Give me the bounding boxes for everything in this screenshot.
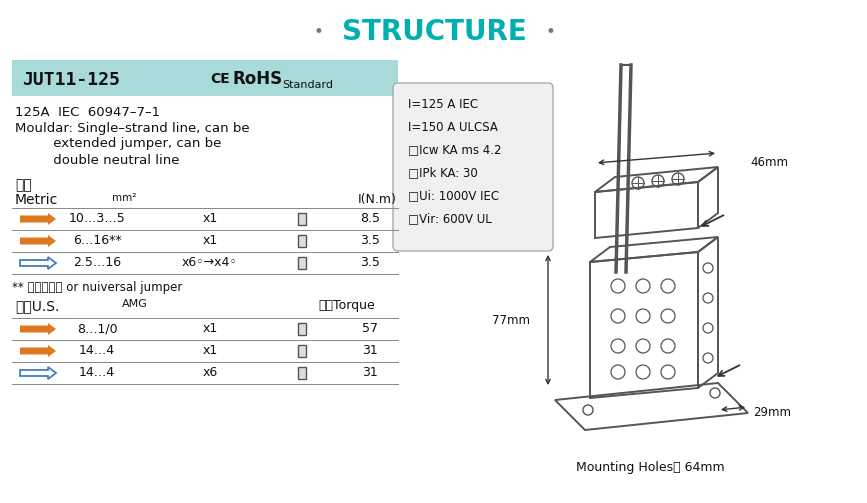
Text: 8…1/0: 8…1/0 — [76, 322, 117, 336]
FancyArrow shape — [20, 367, 56, 379]
Text: double neutral line: double neutral line — [15, 153, 179, 166]
Text: Mouldar: Single–strand line, can be: Mouldar: Single–strand line, can be — [15, 122, 250, 134]
Text: RoHS: RoHS — [233, 70, 284, 88]
Text: x1: x1 — [202, 345, 218, 358]
Text: 力矩Torque: 力矩Torque — [318, 299, 375, 312]
Text: 57: 57 — [362, 322, 378, 336]
Text: 10…3…5: 10…3…5 — [68, 212, 126, 225]
Text: AMG: AMG — [122, 299, 148, 309]
Text: 美规U.S.: 美规U.S. — [15, 299, 59, 313]
FancyArrow shape — [20, 213, 56, 225]
FancyArrow shape — [20, 345, 56, 357]
Text: 3.5: 3.5 — [360, 234, 380, 247]
Text: x1: x1 — [202, 234, 218, 247]
FancyArrow shape — [20, 257, 56, 269]
Bar — [298, 235, 306, 247]
Text: x6◦→x4◦: x6◦→x4◦ — [182, 257, 238, 270]
Text: CE: CE — [210, 72, 230, 86]
Text: extended jumper, can be: extended jumper, can be — [15, 137, 221, 150]
FancyBboxPatch shape — [12, 60, 398, 96]
Text: 46mm: 46mm — [750, 156, 788, 170]
Text: 公制: 公制 — [15, 178, 32, 192]
Text: □IPk KA: 30: □IPk KA: 30 — [408, 166, 478, 180]
Text: 14…4: 14…4 — [79, 345, 115, 358]
Text: 31: 31 — [362, 367, 378, 379]
Text: 77mm: 77mm — [492, 313, 530, 326]
Text: Metric: Metric — [15, 193, 58, 207]
Text: 31: 31 — [362, 345, 378, 358]
Text: x6: x6 — [202, 367, 218, 379]
Text: 6…16**: 6…16** — [73, 234, 121, 247]
Text: STRUCTURE: STRUCTURE — [342, 18, 526, 46]
Text: x1: x1 — [202, 322, 218, 336]
Bar — [298, 323, 306, 335]
Text: mm²: mm² — [112, 193, 136, 203]
Text: I=150 A ULCSA: I=150 A ULCSA — [408, 121, 498, 133]
Text: 2.5…16: 2.5…16 — [73, 257, 121, 270]
FancyArrow shape — [20, 323, 56, 335]
Text: ** 或通用跳线 or nuiversal jumper: ** 或通用跳线 or nuiversal jumper — [12, 282, 182, 294]
Text: Mounting Holes： 64mm: Mounting Holes： 64mm — [576, 461, 724, 474]
Text: Standard: Standard — [282, 80, 333, 90]
Bar — [298, 213, 306, 225]
FancyArrow shape — [20, 235, 56, 247]
Text: 3.5: 3.5 — [360, 257, 380, 270]
Bar — [298, 345, 306, 357]
Text: I=125 A IEC: I=125 A IEC — [408, 98, 478, 111]
Text: 8.5: 8.5 — [360, 212, 380, 225]
Text: 14…4: 14…4 — [79, 367, 115, 379]
Text: JUT11-125: JUT11-125 — [22, 71, 120, 89]
Text: •: • — [313, 23, 323, 41]
Text: □Ui: 1000V IEC: □Ui: 1000V IEC — [408, 190, 499, 203]
Text: 125A  IEC  60947–7–1: 125A IEC 60947–7–1 — [15, 106, 160, 119]
Text: •: • — [545, 23, 555, 41]
Bar — [298, 367, 306, 379]
Text: 29mm: 29mm — [753, 405, 791, 418]
Text: x1: x1 — [202, 212, 218, 225]
Text: □Icw KA ms 4.2: □Icw KA ms 4.2 — [408, 143, 501, 156]
Text: □Vir: 600V UL: □Vir: 600V UL — [408, 212, 492, 225]
Text: I(N.m): I(N.m) — [358, 193, 397, 206]
Bar — [298, 257, 306, 269]
FancyBboxPatch shape — [393, 83, 553, 251]
